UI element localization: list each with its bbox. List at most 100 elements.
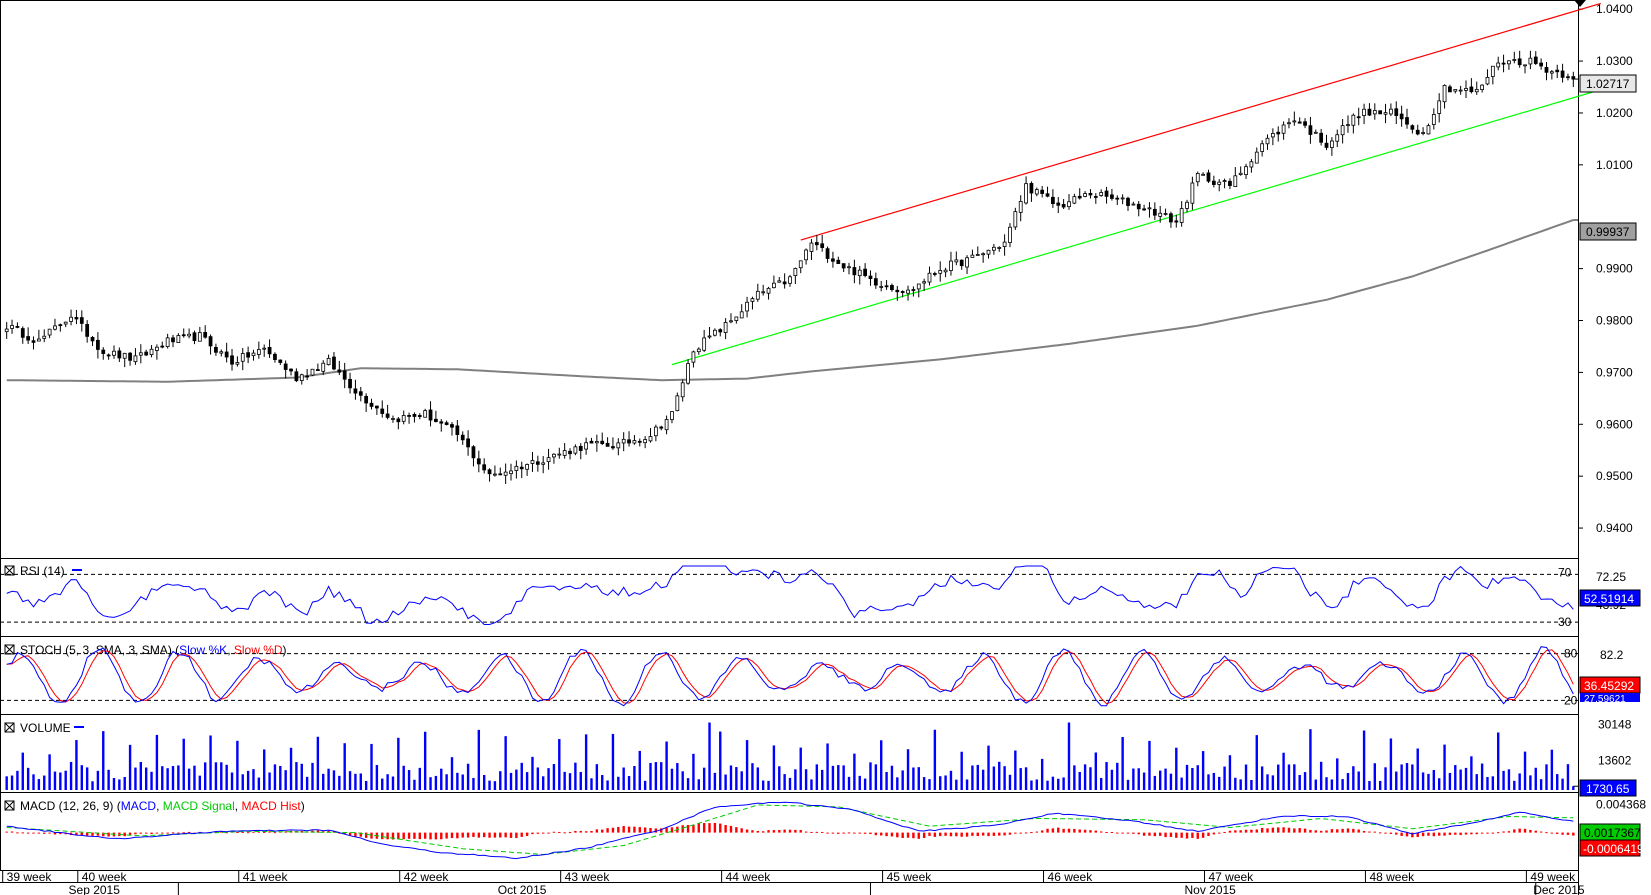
volume-bar [531,756,534,790]
month-label: Nov 2015 [1184,883,1236,895]
candle-body [809,242,814,252]
macd-hist-bar [102,832,105,837]
candle-body [1051,196,1055,205]
candle-body [772,282,776,289]
macd-hist-bar [1121,832,1124,834]
volume-bar [922,777,926,790]
macd-hist-bar [1437,832,1441,836]
macd-hist-bar [729,825,733,833]
volume-bar [837,765,840,790]
volume-bar [1277,764,1280,790]
candle-body [112,350,116,356]
candle-body [1501,62,1506,65]
volume-bar [1260,766,1264,790]
candle-body [133,355,138,363]
macd-hist-bar [1116,832,1119,834]
volume-bar [1314,779,1317,790]
volume-bar [354,773,357,790]
macd-hist-bar [461,832,464,838]
upper-channel-line [800,2,1601,241]
macd-hist-bar [96,832,100,836]
macd-hist-bar [627,826,631,833]
volume-bar [1116,762,1119,790]
volume-bar [332,770,336,790]
volume-bar [1287,764,1291,790]
candle-body [1399,113,1404,120]
candle-body [943,269,948,273]
macd-hist-bar [241,831,244,833]
volume-bar [965,779,969,790]
macd-hist-bar [740,828,743,833]
macd-hist-bar [1341,828,1344,833]
volume-bar [606,780,609,790]
volume-bar [1384,767,1387,790]
volume-bar [525,772,529,790]
macd-hist-bar [1427,832,1430,836]
volume-bar [756,767,760,790]
volume-bar [198,775,202,790]
macd-hist-bar [820,831,824,833]
rsi-value-tag-box [1579,589,1641,607]
candle-body [863,268,867,276]
macd-hist-bar [1518,828,1521,833]
candle-body [1147,207,1152,210]
macd-hist-bar [1094,830,1098,833]
volume-bar [853,753,856,790]
macd-hist-bar [810,831,813,833]
macd-hist-bar [515,832,518,839]
candle-body [916,283,921,290]
macd-close-icon [4,800,15,811]
macd-hist-bar [542,832,545,834]
volume-bar [1137,768,1140,790]
volume-bar [767,780,770,790]
candle-body [1152,208,1157,216]
macd-hist-bar [1293,828,1296,833]
volume-bar [316,736,320,790]
candle-body [1179,208,1184,223]
volume-tick-label: 30148 [1598,717,1632,731]
volume-bar [434,775,438,790]
macd-hist-bar [1475,832,1478,835]
volume-bar [279,766,282,790]
macd-hist-bar [665,827,668,833]
candle-body [455,425,460,435]
volume-bar [1325,777,1328,790]
macd-hist-bar [43,832,46,834]
candle-body [176,335,181,343]
macd-hist-bar [681,825,684,833]
week-label: 45 week [887,870,933,884]
volume-bar [1255,735,1258,790]
macd-hist-bar [1572,832,1575,836]
macd-hist-bar [643,827,647,833]
volume-bar [547,768,550,790]
macd-hist-bar [1491,832,1495,834]
macd-hist-bar [847,832,851,834]
volume-bar [1357,771,1360,790]
volume-bar [322,773,325,790]
volume-bar [1545,764,1548,790]
volume-bar [1330,779,1334,790]
macd-hist-bar [745,829,749,833]
volume-bar [955,779,958,790]
volume-bar [107,769,110,790]
candle-body [165,337,170,347]
candle-body [922,281,927,284]
scroll-marker-icon[interactable] [1574,0,1586,7]
candle-body [745,301,749,312]
volume-bar [397,737,400,790]
volume-close-icon [4,722,15,733]
macd-hist-bar [316,830,320,833]
volume-bar [482,775,486,790]
candle-body [128,352,132,361]
macd-hist-bar [1486,832,1489,834]
macd-hist-bar [1400,832,1403,836]
candle-body [1485,77,1490,85]
macd-hist-bar [493,832,497,838]
macd-hist-bar [520,832,523,837]
volume-bar [799,747,802,790]
volume-bar [1421,772,1425,790]
candle-body [53,325,57,330]
macd-hist-bar [1239,830,1242,833]
candle-body [1507,60,1511,65]
macd-hist-bar [1464,832,1468,835]
